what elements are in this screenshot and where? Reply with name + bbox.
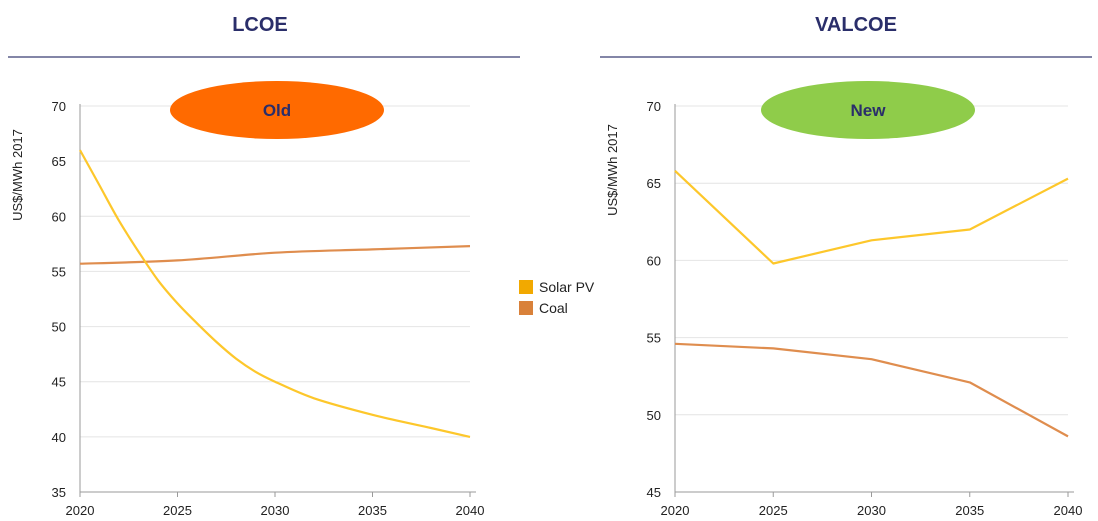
lcoe-series-coal-line xyxy=(79,245,471,265)
valcoe-title: VALCOE xyxy=(815,14,897,36)
valcoe-y-tick-label: 45 xyxy=(647,485,661,500)
valcoe-x-tick-label: 2020 xyxy=(661,503,690,518)
lcoe-y-tick-label: 45 xyxy=(52,375,66,390)
valcoe-y-tick-label: 60 xyxy=(647,253,661,268)
valcoe-y-tick-label: 55 xyxy=(647,331,661,346)
lcoe-y-tick-label: 60 xyxy=(52,209,66,224)
lcoe-y-tick-label: 65 xyxy=(52,154,66,169)
legend-label-solar-pv: Solar PV xyxy=(539,279,595,295)
valcoe-y-axis-label: US$/MWh 2017 xyxy=(605,124,620,216)
lcoe-y-tick-label: 55 xyxy=(52,264,66,279)
lcoe-y-tick-label: 50 xyxy=(52,320,66,335)
lcoe-title: LCOE xyxy=(232,14,288,36)
valcoe-badge-label: New xyxy=(851,101,887,120)
valcoe-series-solar-pv-line xyxy=(674,169,1069,265)
lcoe-x-tick-label: 2030 xyxy=(261,503,290,518)
lcoe-y-tick-label: 70 xyxy=(52,99,66,114)
legend-label-coal: Coal xyxy=(539,300,568,316)
valcoe-y-tick-label: 50 xyxy=(647,408,661,423)
lcoe-y-tick-label: 40 xyxy=(52,430,66,445)
legend-swatch-coal xyxy=(519,301,533,315)
valcoe-x-tick-label: 2025 xyxy=(759,503,788,518)
lcoe-y-axis-label: US$/MWh 2017 xyxy=(10,129,25,221)
valcoe-x-tick-label: 2030 xyxy=(857,503,886,518)
legend-swatch-solar-pv xyxy=(519,280,533,294)
valcoe-badge xyxy=(761,81,975,139)
valcoe-series-coal-line xyxy=(674,342,1069,438)
valcoe-chart: VALCOE 45 50 55 60 65 70 2020 2025 2030 2035 2040 US… xyxy=(600,14,1092,518)
valcoe-y-tick-label: 70 xyxy=(647,99,661,114)
lcoe-series-solar-pv-line xyxy=(79,149,471,438)
valcoe-x-tick-label: 2040 xyxy=(1054,503,1083,518)
legend: Solar PV Coal xyxy=(519,279,595,316)
valcoe-y-tick-label: 65 xyxy=(647,176,661,191)
lcoe-x-tick-label: 2025 xyxy=(163,503,192,518)
lcoe-chart: LCOE 35 40 45 50 55 60 65 70 2020 2025 2030 2035 2040… xyxy=(8,14,520,518)
valcoe-x-tick-label: 2035 xyxy=(955,503,984,518)
lcoe-y-tick-label: 35 xyxy=(52,485,66,500)
lcoe-x-tick-label: 2035 xyxy=(358,503,387,518)
lcoe-x-tick-label: 2020 xyxy=(66,503,95,518)
lcoe-badge-label: Old xyxy=(263,101,291,120)
lcoe-x-tick-label: 2040 xyxy=(456,503,485,518)
lcoe-badge xyxy=(170,81,384,139)
